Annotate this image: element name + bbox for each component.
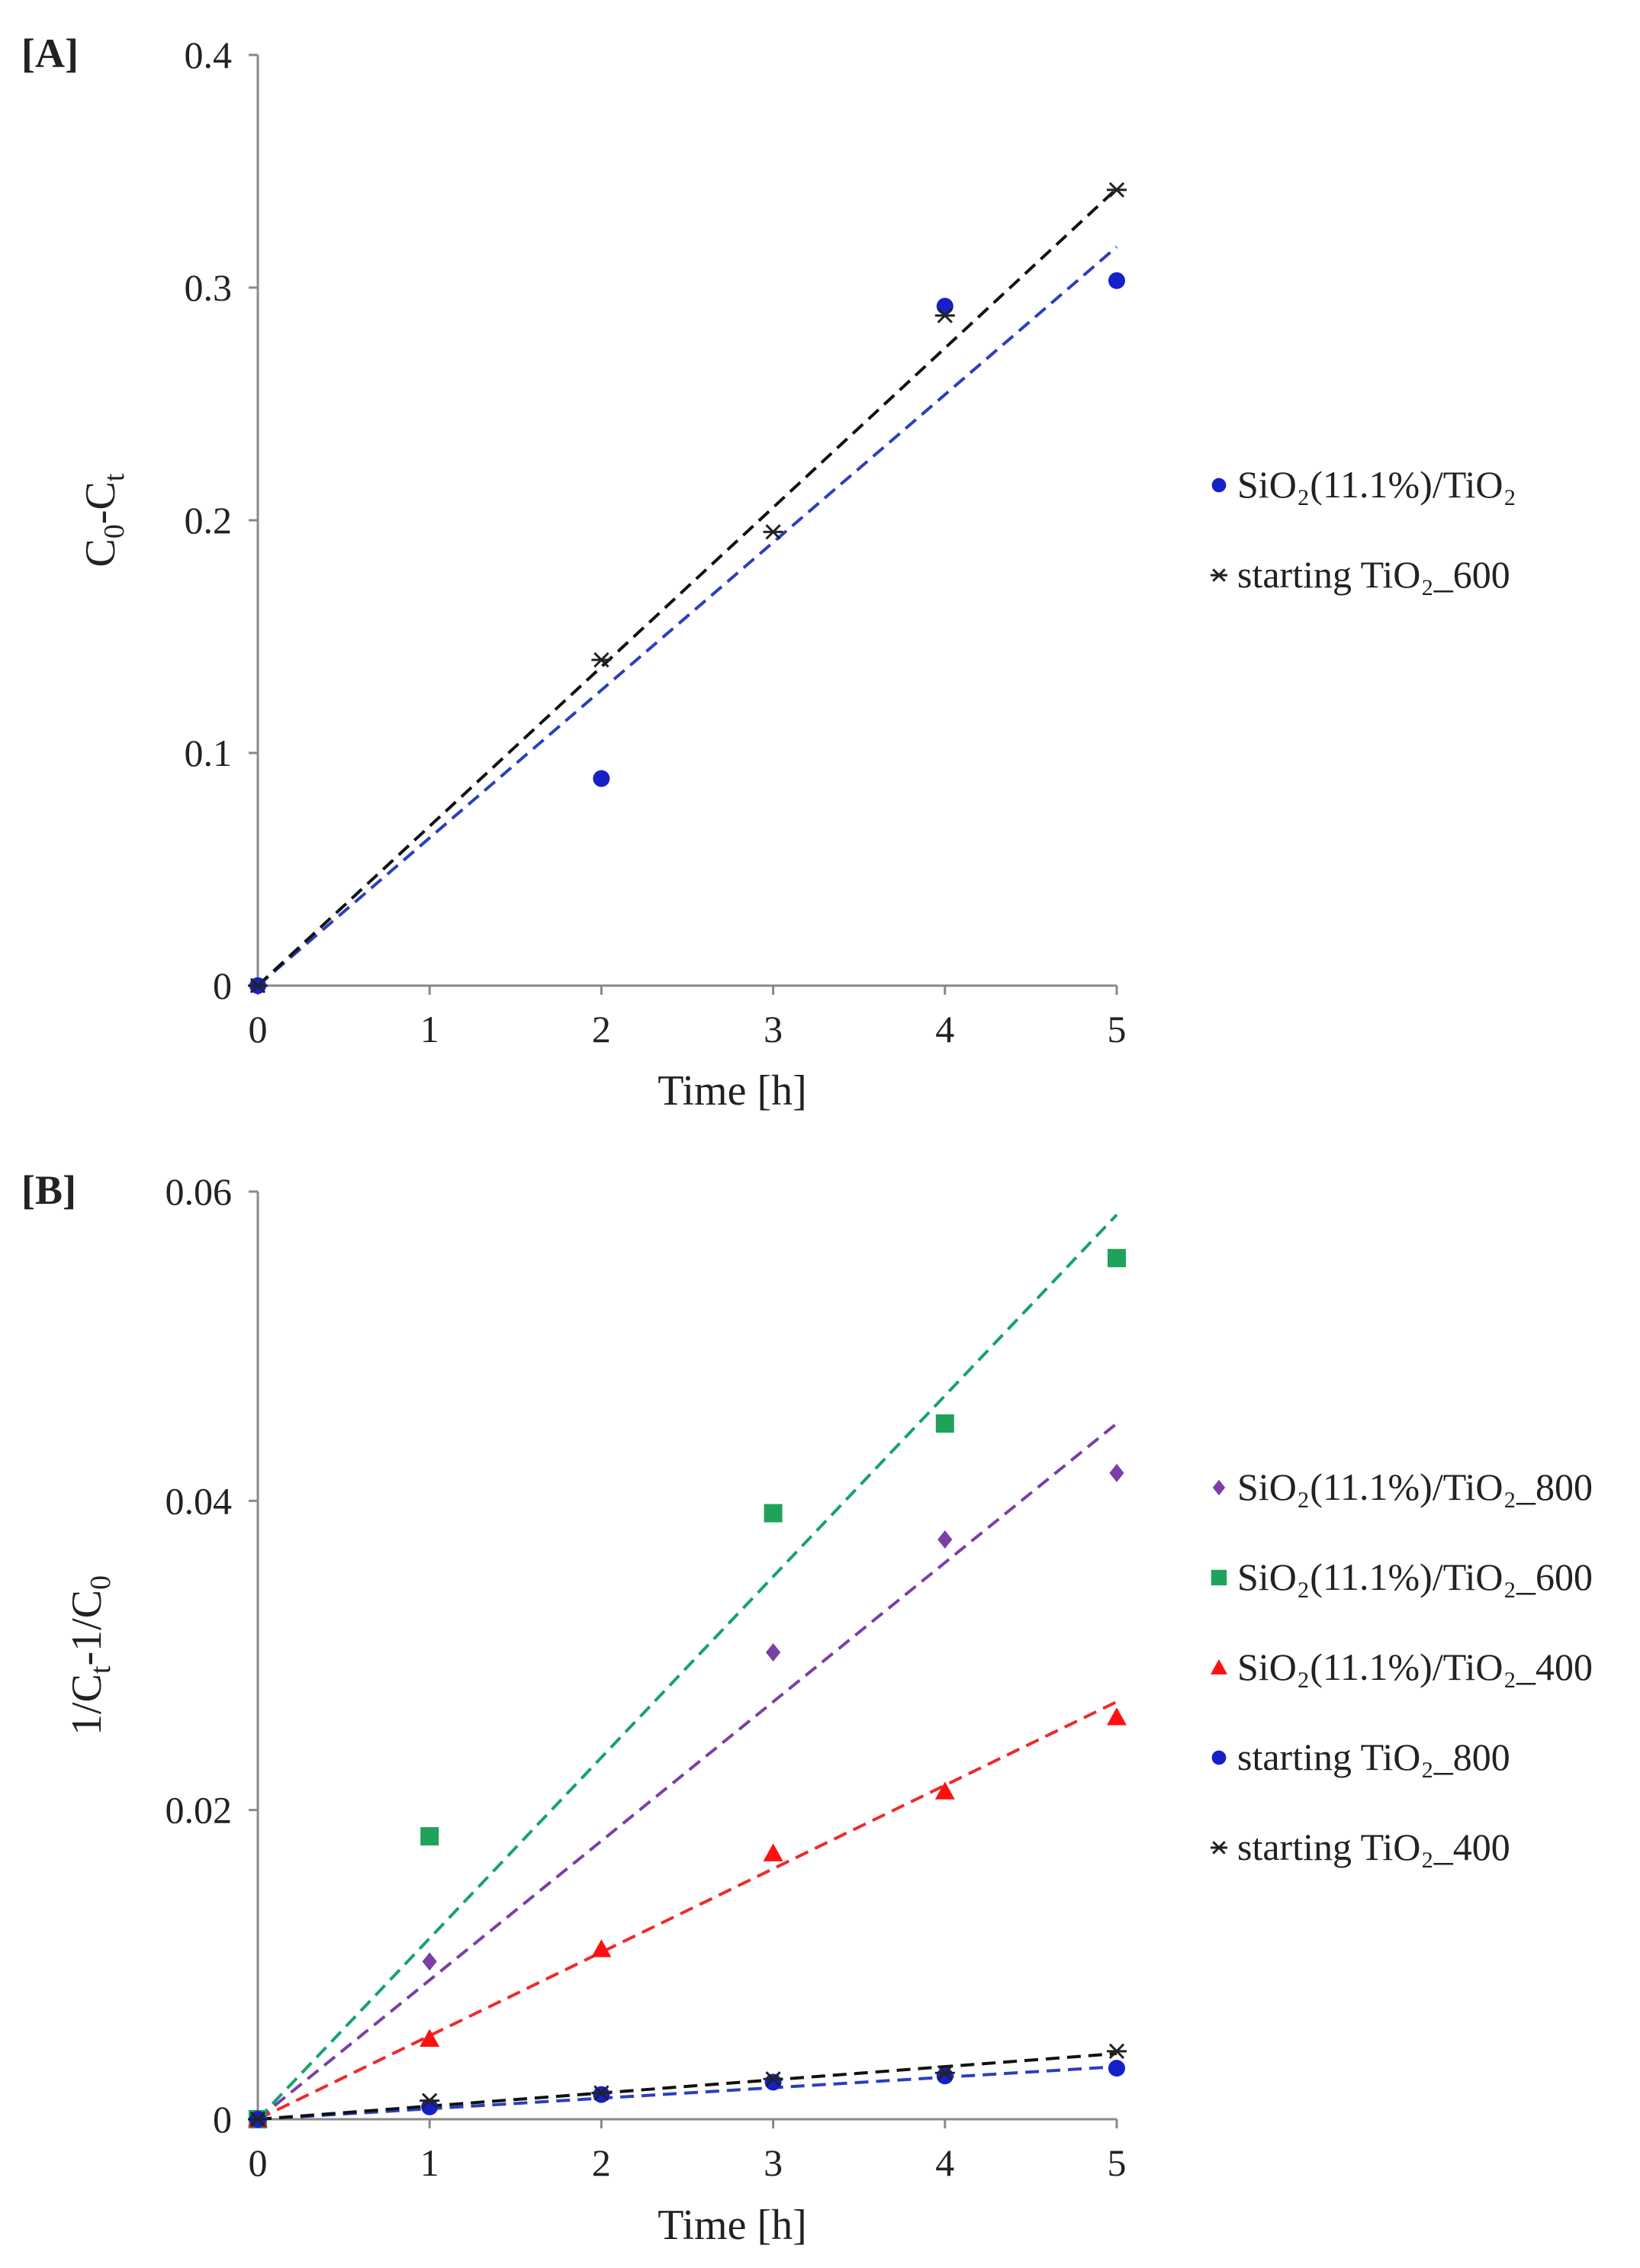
panel-a-x-tick-label: 2 (592, 1008, 611, 1050)
panel-b-y-tick-label: 0.06 (166, 1170, 233, 1213)
panel-b-legend-label-0: SiO₂(11.1%)/TiO₂_800 (1237, 1465, 1593, 1508)
panel-b-legend-marker-0 (1212, 1479, 1226, 1496)
panel-a-legend-label-1: starting TiO₂_600 (1237, 553, 1510, 596)
panel-a-x-tick-label: 3 (764, 1008, 783, 1050)
panel-a-x-tick-label: 5 (1108, 1008, 1127, 1050)
panel-b-trendline-0 (256, 1422, 1118, 2121)
panel-b-series-2-point (591, 1939, 612, 1958)
panel-b-series-4-point (934, 2065, 955, 2081)
panel-b-y-tick-label: 0.02 (166, 1789, 233, 1832)
panel-b-legend-label-4: starting TiO₂_400 (1237, 1826, 1510, 1868)
panel-b-x-tick-label: 4 (935, 2141, 954, 2184)
panel-b-series-2-point (763, 1843, 783, 1861)
panel-a-label: [A] (21, 31, 79, 76)
panel-a-series-0-point (1108, 272, 1125, 289)
panel-b-label: [B] (21, 1167, 76, 1213)
panel-b-x-tick-label: 5 (1108, 2141, 1127, 2184)
panel-b-y-tick-label: 0.04 (166, 1479, 233, 1522)
panel-b-series-1-point (420, 1827, 439, 1846)
panel-b-series-4-point (1107, 2043, 1127, 2059)
panel-a-y-tick-label: 0.4 (185, 34, 233, 76)
panel-a-y-tick-label: 0.2 (185, 499, 233, 542)
panel-b-x-tick-label: 2 (592, 2141, 611, 2184)
panel-a-plot-area: 0 1 2 3 4 5 0 0.1 0.2 0.3 0.4 (185, 34, 1127, 1050)
panel-a-y-tick-label: 0.1 (185, 732, 233, 774)
panel-b-legend-label-2: SiO₂(11.1%)/TiO₂_400 (1237, 1646, 1593, 1688)
panel-b-x-axis-label: Time [h] (658, 2202, 807, 2249)
panel-b-series-1-point (935, 1414, 954, 1433)
panel-a-x-tick-label: 0 (249, 1008, 268, 1050)
panel-a-legend-marker-1 (1210, 568, 1228, 582)
panel-b-series-0-point (1109, 1463, 1124, 1482)
panel-b-series-0-point (766, 1642, 781, 1662)
panel-b-series-0-point (422, 1952, 437, 1971)
panel-b-series-4-point (248, 2111, 268, 2128)
panel-a-y-tick-label: 0 (213, 964, 232, 1007)
panel-b-y-tick-label: 0 (213, 2098, 232, 2141)
panel-b-series-3-point (421, 2098, 439, 2115)
panel-b-x-tick-label: 3 (764, 2141, 783, 2184)
panel-b-x-tick-label: 1 (420, 2141, 439, 2184)
panel-b-trendline-4 (257, 2051, 1117, 2121)
panel-a-y-tick-label: 0.3 (185, 266, 233, 309)
panel-a-series-1-point (248, 977, 268, 994)
panel-a-x-tick-label: 4 (935, 1008, 954, 1050)
panel-b-trendline-1 (256, 1214, 1118, 2121)
panel-b-series-2-point (934, 1781, 955, 1800)
panel-b-series-2-point (1107, 1707, 1127, 1726)
panel-a-series-1-point (1107, 182, 1127, 198)
panel-a-series-0-point (936, 298, 953, 315)
panel-b-series-2-point (420, 2028, 440, 2048)
panel-b-series-3-point (764, 2073, 782, 2091)
panel-b-y-axis-label: 1/Ct-1/C0 (63, 1575, 117, 1736)
panel-b-series-3-point (936, 2067, 953, 2085)
panel-b-series-4-point (420, 2093, 440, 2109)
panel-b-series-4-point (763, 2071, 783, 2087)
panel-b-trendline-3 (257, 2065, 1117, 2121)
panel-b-legend-label-1: SiO₂(11.1%)/TiO₂_600 (1237, 1555, 1593, 1598)
panel-a-legend-marker-0 (1211, 478, 1227, 493)
panel-b-legend-marker-2 (1210, 1658, 1228, 1674)
panel-a-series-0-point (593, 770, 610, 787)
panel-a-x-axis-label: Time [h] (658, 1067, 807, 1115)
panel-a-series-1-point (763, 524, 783, 540)
panel-a-legend-label-0: SiO₂(11.1%)/TiO₂ (1237, 463, 1516, 506)
panel-b: [B] 0 1 2 3 4 5 0 0.02 0.04 0.06 Time [h] 1/Ct-1/… (21, 1167, 1593, 2249)
panel-b-series-3-point (1108, 2060, 1125, 2077)
panel-b-legend-label-3: starting TiO₂_800 (1237, 1736, 1510, 1778)
panel-a-series-1-point (591, 651, 612, 668)
panel-b-series-4-point (591, 2085, 612, 2101)
panel-b-plot-area: 0 1 2 3 4 5 0 0.02 0.04 0.06 (166, 1170, 1127, 2184)
panel-b-series-1-point (1108, 1249, 1126, 1268)
panel-a-trendline-1 (256, 187, 1118, 987)
panel-b-legend-marker-1 (1211, 1569, 1227, 1586)
panel-b-series-0-point (937, 1530, 953, 1549)
panel-a-x-tick-label: 1 (420, 1008, 439, 1050)
panel-b-legend: SiO₂(11.1%)/TiO₂_800 SiO₂(11.1%)/TiO₂_600… (1210, 1465, 1593, 1868)
panel-a: [A] 0 1 2 3 4 5 0 0.1 0.2 0.3 0.4 Time [h] C0-Ct S… (21, 31, 1516, 1115)
panel-b-legend-marker-4 (1210, 1841, 1228, 1855)
panel-a-trendline-0 (256, 246, 1118, 987)
panel-b-legend-marker-3 (1211, 1750, 1227, 1765)
panel-b-x-tick-label: 0 (249, 2141, 268, 2184)
panel-a-series-1-point (934, 307, 955, 323)
panel-a-y-axis-label: C0-Ct (77, 473, 130, 567)
panel-a-legend: SiO₂(11.1%)/TiO₂ starting TiO₂_600 (1210, 463, 1516, 596)
panel-b-series-1-point (764, 1504, 783, 1523)
panel-b-trendline-2 (257, 1700, 1117, 2121)
